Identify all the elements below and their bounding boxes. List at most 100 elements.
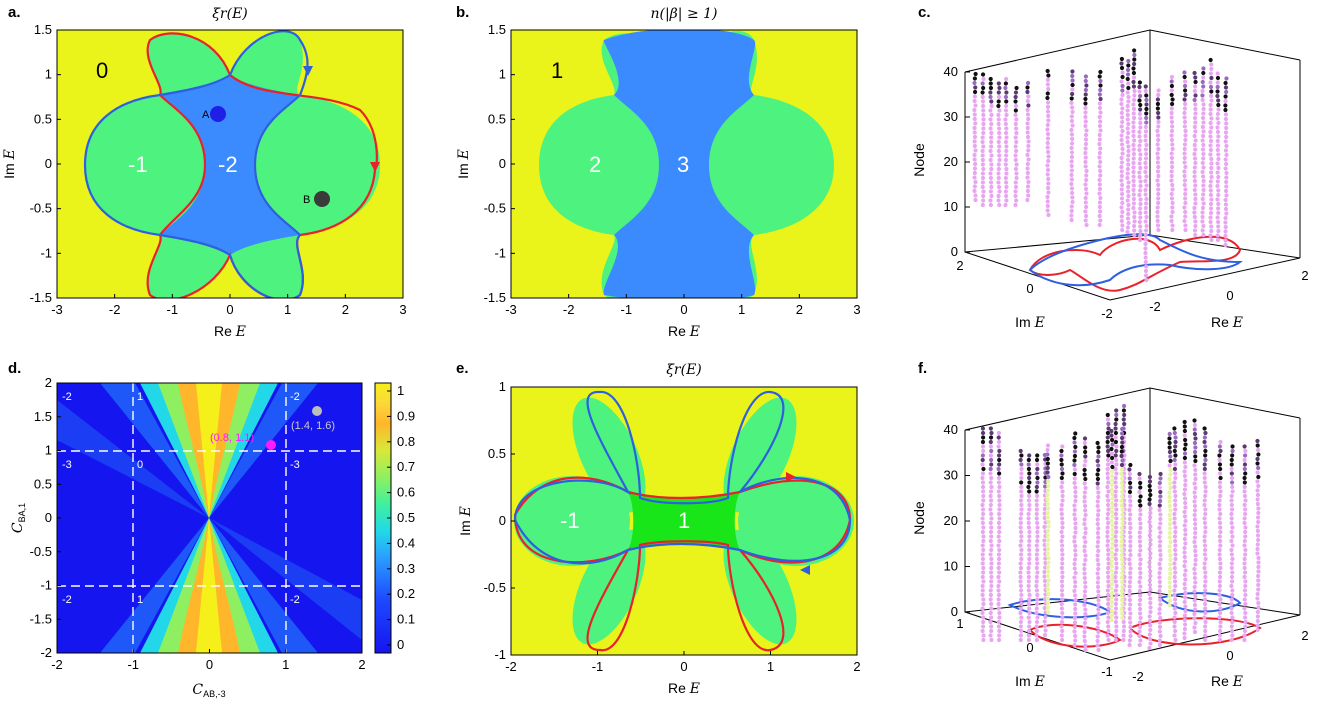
node-point <box>1072 575 1077 580</box>
node-point <box>981 637 986 643</box>
node-point <box>1019 534 1024 539</box>
node-point <box>1131 79 1136 85</box>
node-point <box>1144 97 1149 103</box>
node-point <box>1045 95 1050 101</box>
node-point <box>1217 633 1222 638</box>
node-point <box>989 103 994 109</box>
node-point <box>1242 628 1248 634</box>
node-point <box>1105 417 1111 422</box>
node-point <box>981 534 986 539</box>
panel-a-red-loop <box>146 32 378 298</box>
node-point <box>989 135 994 140</box>
node-point <box>1097 191 1102 196</box>
node-point <box>1042 605 1047 611</box>
node-point <box>1109 451 1115 456</box>
node-point <box>1208 147 1213 153</box>
node-point <box>1105 444 1110 449</box>
node-point <box>1083 150 1088 156</box>
node-point <box>988 453 993 458</box>
node-point <box>1125 229 1130 235</box>
node-point <box>997 507 1002 512</box>
node-point <box>1105 430 1111 436</box>
node-point <box>1004 99 1009 104</box>
node-point <box>1018 457 1023 463</box>
node-point <box>988 615 994 620</box>
node-point <box>1192 133 1197 139</box>
node-point <box>1045 145 1050 150</box>
node-point <box>1182 455 1188 461</box>
node-point <box>1013 108 1018 113</box>
node-point <box>1026 193 1031 198</box>
node-point <box>1193 223 1198 229</box>
node-point <box>1223 98 1228 104</box>
node-point <box>1128 548 1133 553</box>
node-point <box>1256 582 1261 588</box>
node-point <box>1083 458 1088 464</box>
node-point <box>1072 624 1078 630</box>
node-point <box>1025 197 1030 203</box>
node-point <box>1148 492 1153 498</box>
node-point <box>1192 539 1197 545</box>
node-point <box>1073 530 1078 535</box>
node-point <box>1084 191 1089 196</box>
node-point <box>1201 187 1206 193</box>
node-point <box>1042 578 1048 584</box>
node-point <box>1069 96 1074 101</box>
node-point <box>1035 615 1040 620</box>
node-point <box>1242 520 1247 526</box>
node-point <box>1223 242 1228 248</box>
node-point <box>1182 473 1188 479</box>
node-point <box>1097 150 1102 156</box>
node-point <box>1105 633 1110 638</box>
node-point <box>1192 418 1197 423</box>
node-point <box>1106 498 1111 503</box>
node-point <box>1172 574 1177 580</box>
node-point <box>1193 521 1198 527</box>
node-point <box>1073 521 1078 526</box>
node-point <box>1096 463 1101 468</box>
node-point <box>1109 550 1114 555</box>
node-point <box>1182 599 1187 605</box>
panel-c-ylabel: Im E <box>1015 314 1045 331</box>
node-point <box>1003 189 1009 194</box>
node-point <box>1109 604 1114 609</box>
node-point <box>1132 48 1137 53</box>
node-point <box>981 166 986 172</box>
node-point <box>1137 80 1142 85</box>
node-point <box>988 520 993 526</box>
node-point <box>1217 592 1222 598</box>
node-point <box>1113 579 1118 584</box>
y-tick-label: -0.5 <box>484 580 506 595</box>
node-point <box>972 134 978 140</box>
node-point <box>1004 103 1009 109</box>
node-point <box>981 189 986 194</box>
node-point <box>1217 520 1223 526</box>
node-point <box>1201 183 1206 188</box>
node-point <box>1106 453 1111 458</box>
node-point <box>1083 195 1088 201</box>
node-point <box>1223 130 1229 135</box>
node-point <box>1158 476 1163 481</box>
node-point <box>1215 111 1221 117</box>
node-point <box>980 543 985 548</box>
node-point <box>1083 557 1088 563</box>
node-point <box>1097 222 1102 228</box>
node-point <box>1183 214 1188 219</box>
node-point <box>1110 541 1115 546</box>
node-point <box>1018 561 1023 566</box>
node-point <box>1173 637 1178 643</box>
node-point <box>1208 71 1213 76</box>
node-point <box>989 462 994 467</box>
node-point <box>1138 188 1143 193</box>
node-point <box>1110 469 1115 474</box>
node-point <box>1082 436 1088 441</box>
panel-e: e. ξr(E) -1 1 -2 -1 0 1 210.50-0.5-1 Re E Im… <box>456 360 861 697</box>
node-point <box>1155 151 1160 156</box>
node-point <box>1170 124 1175 129</box>
node-point <box>1114 408 1119 413</box>
node-point <box>1128 629 1133 634</box>
node-point <box>1046 190 1051 195</box>
node-point <box>1183 482 1188 488</box>
node-point <box>1109 563 1115 569</box>
node-point <box>1192 97 1197 103</box>
